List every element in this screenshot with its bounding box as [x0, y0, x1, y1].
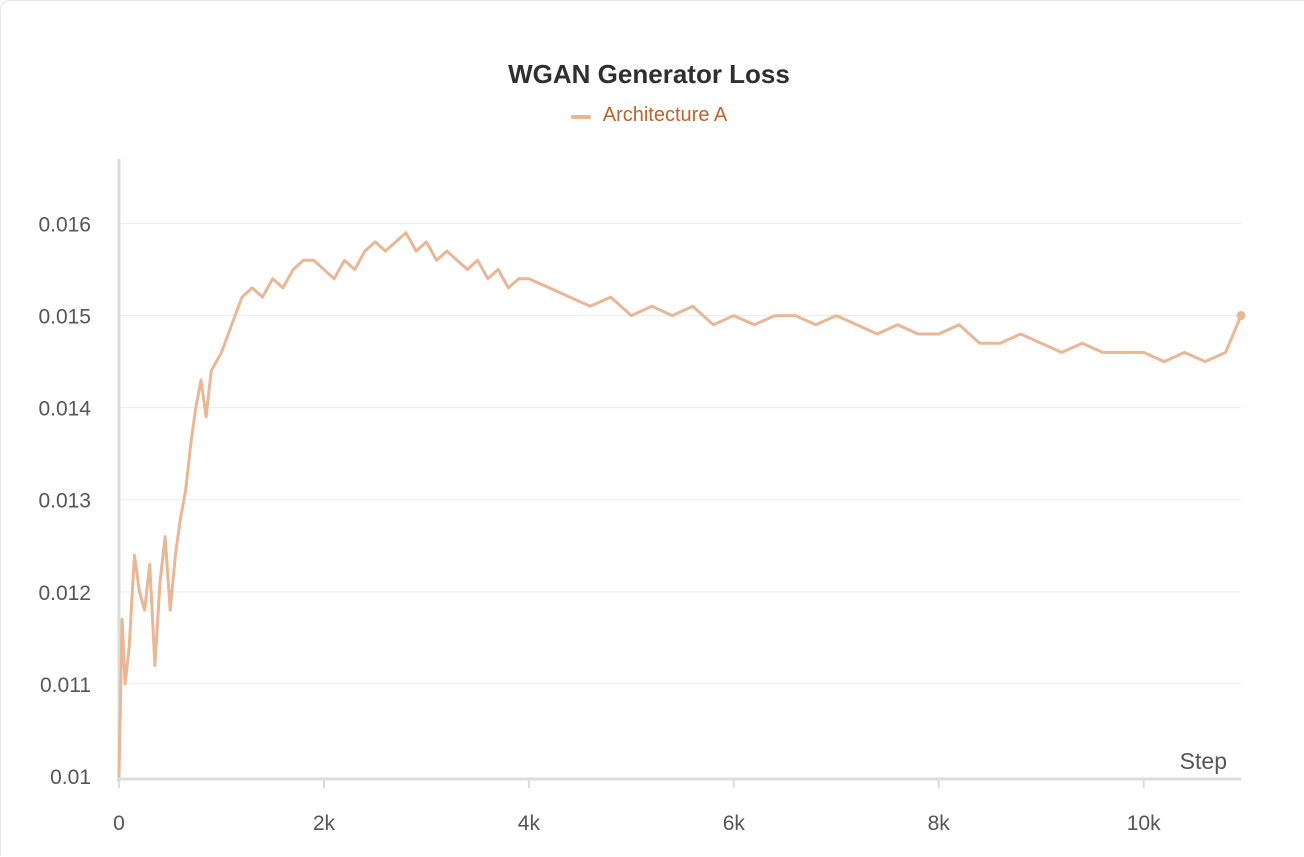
axes [117, 159, 1241, 788]
series-end-point [1236, 311, 1246, 321]
y-tick-label: 0.011 [40, 674, 91, 697]
y-tick-label: 0.014 [38, 398, 91, 421]
series-line-architecture-a [117, 231, 1243, 778]
chart-title: WGAN Generator Loss [508, 59, 790, 89]
y-tick-label: 0.012 [38, 582, 91, 605]
x-tick-label: 8k [928, 812, 951, 835]
legend-label: Architecture A [602, 104, 728, 126]
tick-labels: 0.01 0.011 0.012 0.013 0.014 0.015 0.016 0 2k 4k 6… [38, 213, 1227, 835]
x-tick-label: 6k [723, 812, 746, 835]
series-layer [117, 231, 1246, 778]
x-tick-label: 10k [1127, 812, 1161, 835]
legend[interactable]: Architecture A [1, 104, 1297, 127]
legend-swatch [570, 114, 591, 119]
grid-lines [119, 222, 1241, 685]
x-tick-label: 0 [113, 812, 125, 835]
y-tick-label: 0.016 [38, 213, 91, 236]
y-tick-label: 0.015 [38, 306, 91, 329]
x-tick-label: 4k [518, 812, 541, 835]
y-tick-label: 0.013 [38, 490, 91, 513]
x-axis-label: Step [1180, 748, 1227, 774]
x-tick-label: 2k [313, 812, 336, 835]
y-tick-label: 0.01 [50, 766, 91, 789]
